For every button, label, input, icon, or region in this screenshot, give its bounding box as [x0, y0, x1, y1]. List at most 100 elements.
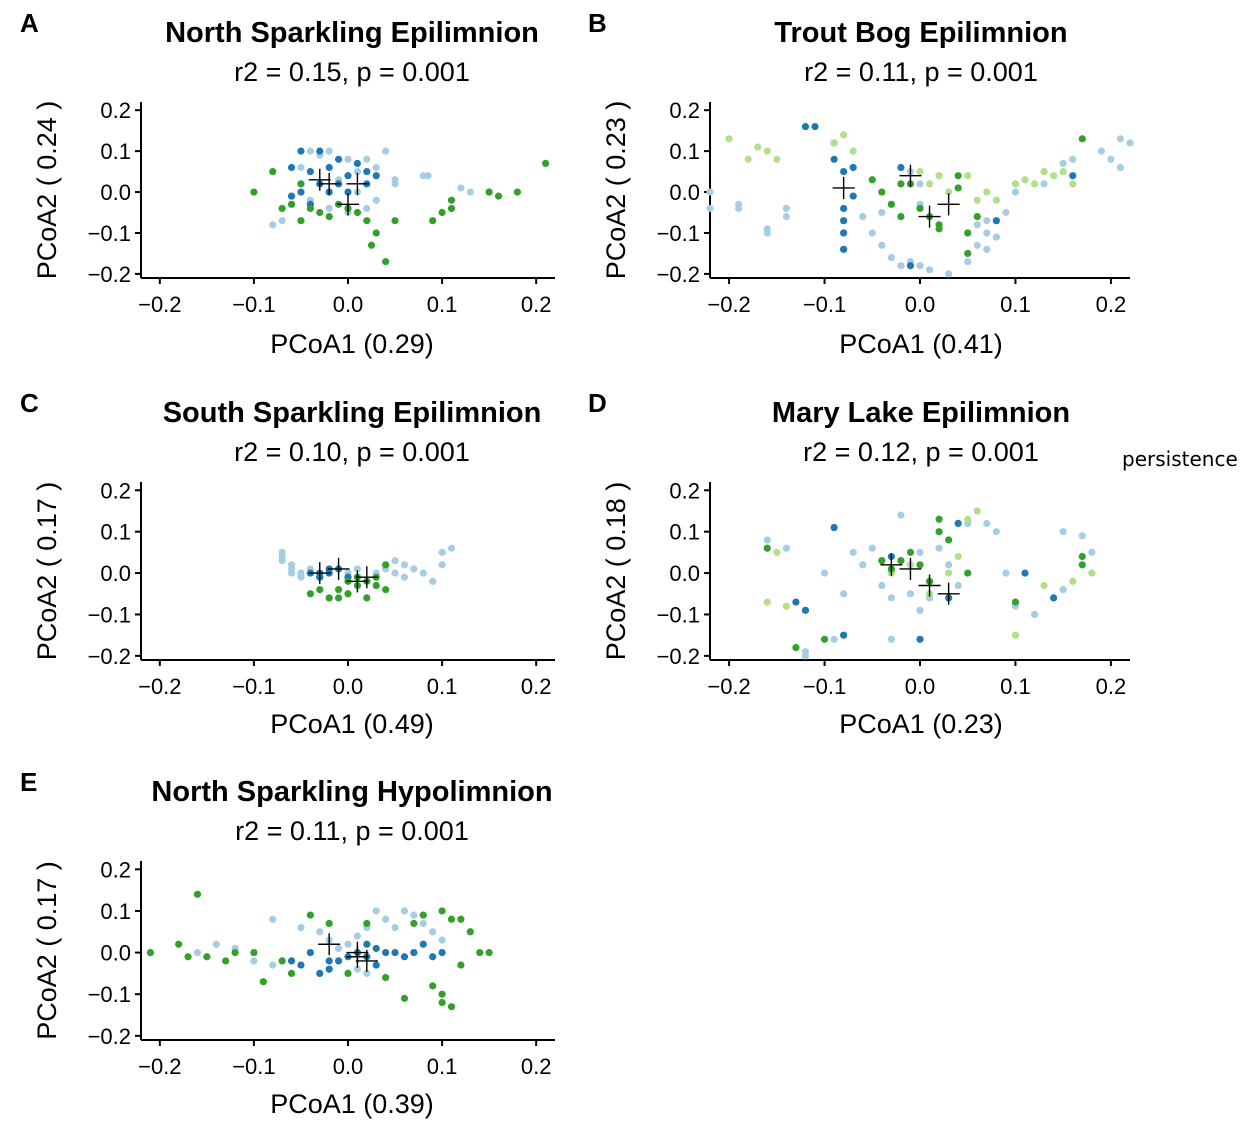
data-point — [1030, 610, 1039, 619]
data-point — [419, 569, 427, 577]
data-point — [212, 940, 220, 948]
y-tick-label: −0.1 — [657, 602, 700, 627]
data-point — [278, 957, 286, 965]
data-point — [447, 915, 456, 923]
data-point — [297, 163, 305, 172]
data-point — [222, 957, 230, 965]
data-point — [878, 208, 886, 217]
y-tick-label: −0.1 — [88, 221, 131, 246]
data-point — [1011, 631, 1020, 639]
data-point — [763, 147, 771, 155]
data-point — [992, 196, 1000, 204]
y-tick-label: −0.2 — [657, 262, 700, 287]
data-point — [353, 159, 362, 167]
data-point — [391, 948, 399, 957]
data-point — [325, 204, 333, 213]
data-point — [391, 569, 399, 577]
x-tick-label: 0.1 — [1000, 292, 1031, 317]
x-tick-label: 0.0 — [333, 1054, 364, 1079]
y-tick-label: 0.0 — [669, 180, 700, 205]
centroid-marker — [318, 172, 341, 195]
data-point — [916, 548, 924, 556]
panel-title: South Sparkling Epilimnion — [163, 397, 542, 429]
panel-subtitle: r2 = 0.10, p = 0.001 — [234, 437, 470, 467]
y-tick-label: −0.2 — [88, 262, 131, 287]
data-point — [325, 919, 333, 928]
panel-title: Mary Lake Epilimnion — [772, 397, 1070, 429]
data-point — [1040, 180, 1048, 188]
data-point — [316, 147, 324, 155]
centroid-marker — [308, 168, 331, 191]
data-point — [438, 948, 446, 957]
x-axis-label: PCoA1 (0.29) — [270, 329, 434, 359]
data-point — [887, 635, 895, 643]
data-point — [363, 594, 371, 602]
data-point — [410, 911, 418, 919]
data-point — [820, 569, 829, 577]
y-tick-label: 0.2 — [100, 857, 131, 882]
data-point — [773, 548, 781, 556]
data-point — [297, 180, 305, 188]
data-point — [916, 204, 924, 213]
data-point — [1059, 159, 1067, 167]
data-point — [983, 188, 991, 196]
data-point — [367, 241, 376, 249]
data-point — [372, 907, 380, 915]
data-point — [391, 557, 399, 565]
data-point — [1021, 176, 1029, 184]
y-tick-label: 0.2 — [669, 478, 700, 503]
data-point — [1069, 577, 1077, 585]
centroid-marker — [832, 176, 855, 199]
data-point — [840, 590, 848, 598]
data-point — [334, 155, 343, 163]
data-point — [278, 204, 286, 213]
centroid-marker — [346, 945, 369, 968]
data-point — [325, 163, 333, 172]
data-point — [840, 245, 848, 253]
data-point — [269, 915, 277, 923]
data-point — [983, 519, 991, 527]
data-point — [801, 648, 810, 656]
y-tick-label: −0.2 — [657, 644, 700, 669]
data-point — [250, 948, 258, 957]
data-point — [887, 594, 895, 602]
data-point — [438, 208, 446, 217]
data-point — [372, 229, 380, 237]
x-tick-label: 0.2 — [521, 292, 552, 317]
data-point — [983, 217, 991, 225]
data-point — [344, 590, 352, 598]
data-point — [287, 200, 296, 208]
data-point — [849, 548, 857, 556]
data-point — [1078, 532, 1086, 540]
data-point — [306, 147, 314, 155]
data-point — [916, 262, 924, 270]
data-point — [801, 606, 810, 614]
data-point — [1097, 147, 1105, 155]
data-point — [391, 217, 399, 225]
data-point — [287, 569, 296, 577]
centroid-marker — [918, 574, 941, 597]
data-point — [945, 270, 953, 278]
data-point — [954, 581, 962, 590]
y-tick-label: 0.2 — [669, 98, 700, 123]
data-point — [992, 528, 1000, 536]
data-point — [363, 217, 371, 225]
data-point — [744, 155, 752, 163]
data-point — [297, 573, 305, 581]
data-point — [306, 911, 314, 919]
centroid-marker — [337, 193, 359, 216]
data-point — [801, 122, 810, 131]
x-tick-label: 0.1 — [427, 1054, 458, 1079]
data-point — [1011, 180, 1020, 188]
centroid-marker — [880, 553, 903, 576]
x-tick-label: −0.1 — [803, 292, 846, 317]
data-point — [382, 915, 390, 923]
data-point — [391, 176, 399, 184]
data-point — [782, 544, 790, 552]
y-tick-label: 0.1 — [100, 520, 131, 545]
centroid-marker — [937, 582, 960, 605]
data-point — [906, 262, 915, 270]
x-tick-label: −0.2 — [707, 674, 750, 699]
x-axis-label: PCoA1 (0.49) — [270, 709, 434, 739]
y-tick-label: 0.0 — [100, 941, 131, 966]
